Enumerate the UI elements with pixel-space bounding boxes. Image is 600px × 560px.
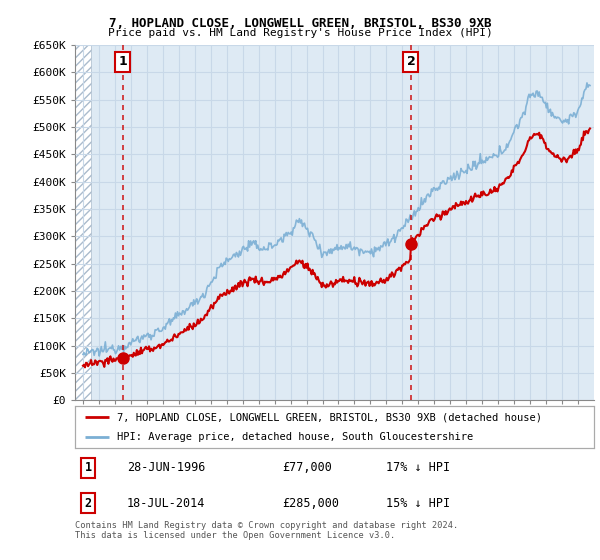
Bar	[75, 45, 91, 400]
Text: Price paid vs. HM Land Registry's House Price Index (HPI): Price paid vs. HM Land Registry's House …	[107, 28, 493, 38]
Text: £285,000: £285,000	[283, 497, 340, 510]
Text: HPI: Average price, detached house, South Gloucestershire: HPI: Average price, detached house, Sout…	[116, 432, 473, 442]
Text: 1: 1	[85, 461, 92, 474]
Text: Contains HM Land Registry data © Crown copyright and database right 2024.
This d: Contains HM Land Registry data © Crown c…	[75, 521, 458, 540]
Text: 1: 1	[118, 55, 127, 68]
Text: 18-JUL-2014: 18-JUL-2014	[127, 497, 205, 510]
Text: 7, HOPLAND CLOSE, LONGWELL GREEN, BRISTOL, BS30 9XB (detached house): 7, HOPLAND CLOSE, LONGWELL GREEN, BRISTO…	[116, 412, 542, 422]
Bar	[75, 45, 91, 400]
Text: 2: 2	[407, 55, 415, 68]
Text: 15% ↓ HPI: 15% ↓ HPI	[386, 497, 451, 510]
Text: 7, HOPLAND CLOSE, LONGWELL GREEN, BRISTOL, BS30 9XB: 7, HOPLAND CLOSE, LONGWELL GREEN, BRISTO…	[109, 17, 491, 30]
Text: 28-JUN-1996: 28-JUN-1996	[127, 461, 205, 474]
Text: 17% ↓ HPI: 17% ↓ HPI	[386, 461, 451, 474]
Text: £77,000: £77,000	[283, 461, 332, 474]
Text: 2: 2	[85, 497, 92, 510]
